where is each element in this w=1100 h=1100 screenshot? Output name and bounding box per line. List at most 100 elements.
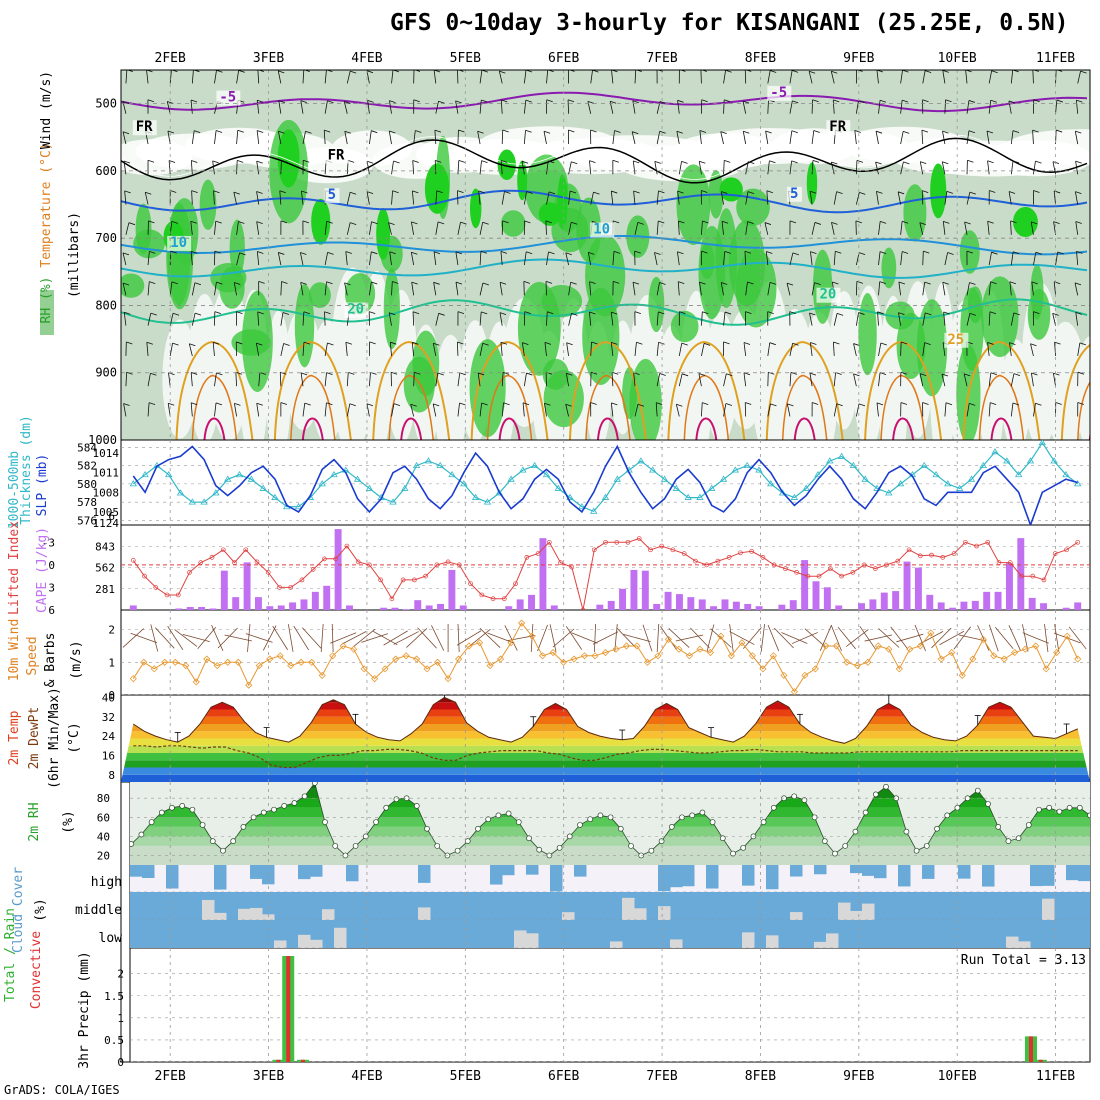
wind-barb xyxy=(966,100,970,114)
wind-barb-flag xyxy=(879,281,886,285)
wind-barb xyxy=(1074,282,1079,296)
temp-contour-minus5 xyxy=(121,91,1088,113)
wind-barb-flag xyxy=(525,129,532,133)
wind-barb-flag xyxy=(389,130,396,134)
wind-barb-flag xyxy=(920,161,927,164)
wind-barb xyxy=(875,131,879,145)
wind-barb xyxy=(523,372,527,387)
wind-panel xyxy=(121,610,1090,695)
cloud-cell xyxy=(262,914,275,920)
wind-barb xyxy=(811,282,815,296)
wind-barb-flag xyxy=(1075,312,1082,315)
temp-axis-label: 2m Temp xyxy=(7,710,22,765)
wind-barb-flag xyxy=(902,220,909,224)
wind-barb xyxy=(900,70,903,84)
wind-barb-flag xyxy=(743,342,751,345)
surface-wind-barb xyxy=(706,624,715,652)
thickness-point xyxy=(224,475,232,482)
wind-speed-point xyxy=(129,675,137,683)
thickness-point xyxy=(519,466,527,473)
wind-barb-flag xyxy=(525,99,532,103)
wind-barb-flag xyxy=(457,70,464,72)
surface-wind-barb xyxy=(393,631,419,645)
cape-bar xyxy=(949,607,957,610)
wind-barb-flag xyxy=(810,190,817,194)
surface-wind-barb xyxy=(565,626,583,650)
surface-wind-barb xyxy=(623,633,651,643)
lifted-point xyxy=(198,560,204,565)
rh-point xyxy=(862,809,869,816)
lifted-point xyxy=(501,596,507,602)
wind-barb xyxy=(589,160,592,175)
cape-bar xyxy=(516,599,524,610)
lifted-point xyxy=(659,543,665,549)
wind-barb-flag xyxy=(256,342,263,346)
cape-bar xyxy=(550,605,558,610)
date-label-top: 11FEB xyxy=(1036,51,1075,66)
wind-barb xyxy=(499,312,503,326)
wind-barb xyxy=(324,342,328,356)
cloud-cell xyxy=(250,865,263,879)
wind-barb xyxy=(191,282,196,296)
temp-tick-label: 32 xyxy=(102,711,115,724)
rh-point xyxy=(699,809,706,816)
wind-barb-flag xyxy=(614,130,621,133)
wind-barb-flag xyxy=(150,312,157,316)
lifted-point xyxy=(962,539,968,545)
wind-barb xyxy=(389,342,392,356)
date-label-top: 5FEB xyxy=(450,51,481,66)
surface-wind-barb xyxy=(593,623,597,653)
rh-point xyxy=(556,844,563,851)
thickness-point xyxy=(731,466,740,473)
wind-barb xyxy=(411,282,415,296)
wind-barb-flag xyxy=(724,159,731,163)
cloud-cell xyxy=(814,865,827,875)
precip-axis-label: Convective xyxy=(29,931,44,1009)
wind-barb xyxy=(433,251,437,266)
cloud-cell xyxy=(526,933,539,948)
lifted-point xyxy=(681,551,687,556)
wind-barb-flag xyxy=(371,281,378,285)
wind-barb xyxy=(987,160,990,175)
wind-barb xyxy=(767,342,771,356)
lifted-tick-label: -3 xyxy=(42,536,55,549)
wind-barb-flag xyxy=(305,130,312,134)
cape-tick-label: 281 xyxy=(95,583,115,596)
lifted-point xyxy=(1052,551,1058,556)
thickness-point xyxy=(814,470,822,478)
precip-convective-bar xyxy=(1028,1036,1033,1062)
wind-barb xyxy=(344,131,348,145)
thickness-point xyxy=(826,457,834,464)
wind-barb xyxy=(346,372,349,387)
temp-fill xyxy=(121,697,1090,782)
wind-barb xyxy=(699,130,702,145)
wind-barb xyxy=(324,311,326,326)
wind-barb-flag xyxy=(213,341,220,345)
wind-barb xyxy=(922,251,924,266)
wind-barb xyxy=(744,251,747,266)
wind-barb xyxy=(546,160,549,175)
rh-tick-label: 60 xyxy=(97,811,110,824)
wind-barb-flag xyxy=(458,129,465,133)
wind-barb-flag xyxy=(548,251,555,255)
wind-barb xyxy=(500,160,503,175)
temp-contour-20 xyxy=(121,298,1088,326)
wind-barb-flag xyxy=(726,373,733,377)
surface-wind-barb xyxy=(431,625,445,651)
cape-bar xyxy=(778,604,786,610)
wind-barb xyxy=(191,70,194,84)
precip-tick-label: 1 xyxy=(117,1012,124,1025)
rh-saturated-region xyxy=(538,202,561,226)
wind-barb xyxy=(1075,161,1079,175)
wind-barb xyxy=(477,131,481,145)
wind-barb xyxy=(1010,160,1014,175)
wind-barb xyxy=(634,70,637,84)
precip-convective-bar xyxy=(1038,1059,1043,1062)
wind-barb xyxy=(479,343,484,356)
wind-barb xyxy=(212,160,215,175)
cape-bar xyxy=(858,603,865,610)
thickness-point xyxy=(353,475,362,482)
wind-barb-flag xyxy=(568,129,575,133)
lifted-axis-label: Lifted Index xyxy=(7,521,22,615)
wind-barb xyxy=(191,313,196,326)
